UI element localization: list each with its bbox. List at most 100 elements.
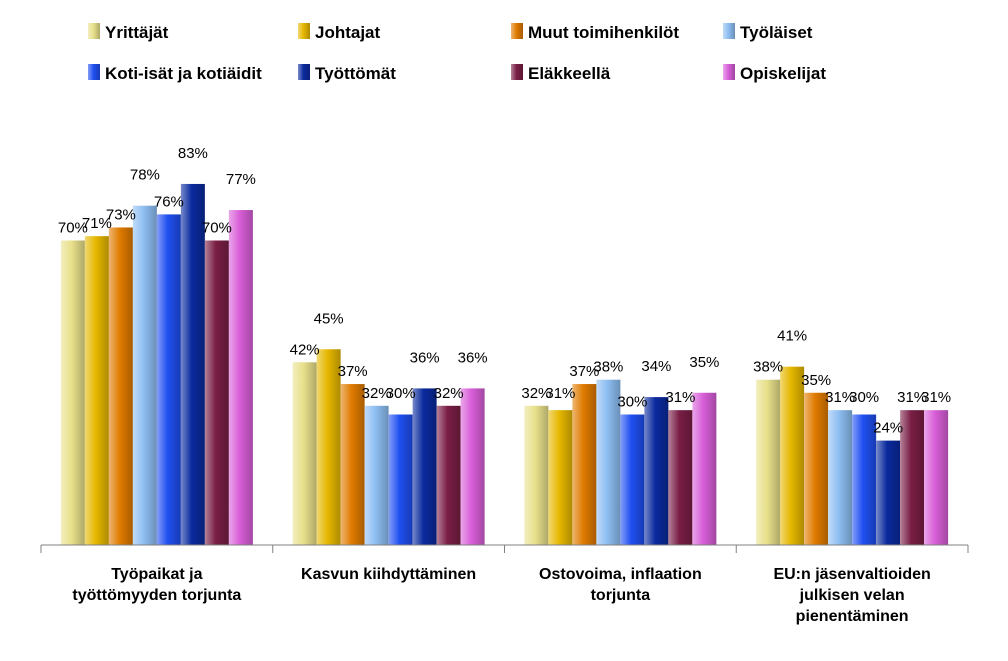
data-label: 38%	[593, 359, 623, 376]
bar	[156, 214, 181, 545]
category-label: EU:n jäsenvaltioiden julkisen velan pienen…	[773, 566, 930, 625]
bar	[340, 384, 365, 545]
category-label: Työpaikat ja työttömyyden torjunta	[72, 566, 241, 604]
legend-label: Eläkkeellä	[528, 64, 611, 83]
bar	[460, 388, 485, 545]
bar	[524, 405, 549, 545]
legend-item: Koti-isät ja kotiäidit	[88, 64, 262, 83]
legend-label: Opiskelijat	[740, 64, 826, 83]
bar	[620, 414, 645, 545]
legend: Yrittäjät Johtajat Muut toimihenkilöt Työlä…	[88, 23, 826, 83]
data-label: 70%	[58, 220, 88, 237]
data-label: 71%	[82, 215, 112, 232]
bar	[644, 397, 669, 545]
data-label: 37%	[569, 363, 599, 380]
bar	[60, 240, 85, 545]
bar	[436, 405, 461, 545]
legend-swatch	[723, 23, 735, 39]
bar	[852, 414, 877, 545]
bar-group	[524, 379, 717, 545]
legend-label: Työläiset	[740, 23, 813, 42]
bar	[828, 410, 853, 545]
category-label: Ostovoima, inflaation torjunta	[539, 566, 702, 604]
bar	[388, 414, 413, 545]
bar	[316, 349, 341, 545]
data-label: 24%	[873, 420, 903, 437]
legend-swatch	[298, 64, 310, 80]
data-label: 30%	[849, 389, 879, 406]
legend-label: Johtajat	[315, 23, 381, 42]
legend-item: Yrittäjät	[88, 23, 169, 42]
data-label: 37%	[338, 363, 368, 380]
data-label: 31%	[897, 389, 927, 406]
data-labels: 70%71%73%78%76%83%70%77%42%45%37%32%30%3…	[58, 145, 951, 437]
data-label: 41%	[777, 328, 807, 345]
data-label: 34%	[641, 358, 671, 375]
bar	[572, 384, 597, 545]
data-label: 38%	[753, 359, 783, 376]
data-label: 31%	[825, 389, 855, 406]
bar	[756, 379, 781, 545]
legend-item: Eläkkeellä	[511, 64, 611, 83]
legend-item: Opiskelijat	[723, 64, 826, 83]
legend-item: Työttömät	[298, 64, 396, 83]
bar-group	[756, 366, 949, 545]
legend-label: Muut toimihenkilöt	[528, 23, 679, 42]
legend-swatch	[511, 23, 523, 39]
data-label: 78%	[130, 167, 160, 184]
bar-groups	[60, 183, 949, 546]
data-label: 31%	[545, 385, 575, 402]
bar	[180, 183, 205, 545]
legend-swatch	[88, 23, 100, 39]
data-label: 32%	[521, 385, 551, 402]
legend-swatch	[298, 23, 310, 39]
legend-item: Työläiset	[723, 23, 813, 42]
legend-item: Johtajat	[298, 23, 381, 42]
data-label: 30%	[617, 394, 647, 411]
bar	[900, 410, 925, 545]
bar	[412, 388, 437, 545]
bar	[668, 410, 693, 545]
bar	[548, 410, 573, 545]
data-label: 31%	[665, 389, 695, 406]
legend-label: Koti-isät ja kotiäidit	[105, 64, 262, 83]
data-label: 30%	[386, 385, 416, 402]
data-label: 70%	[202, 220, 232, 237]
bar	[132, 205, 157, 545]
bar	[84, 236, 109, 545]
legend-label: Yrittäjät	[105, 23, 169, 42]
bar	[780, 366, 805, 545]
bar	[364, 405, 389, 545]
legend-swatch	[88, 64, 100, 80]
bar	[596, 379, 621, 545]
data-label: 32%	[434, 385, 464, 402]
data-label: 77%	[226, 171, 256, 188]
legend-swatch	[511, 64, 523, 80]
data-label: 36%	[458, 349, 488, 366]
data-label: 31%	[921, 389, 951, 406]
legend-item: Muut toimihenkilöt	[511, 23, 679, 42]
legend-swatch	[723, 64, 735, 80]
bar	[924, 410, 949, 545]
bar	[108, 227, 133, 545]
data-label: 42%	[290, 341, 320, 358]
data-label: 35%	[801, 372, 831, 389]
data-label: 36%	[410, 349, 440, 366]
category-label: Kasvun kiihdyttäminen	[301, 566, 476, 583]
bar	[804, 392, 829, 545]
bar-group	[292, 349, 485, 545]
bar	[876, 440, 901, 545]
legend-label: Työttömät	[315, 64, 396, 83]
data-label: 73%	[106, 206, 136, 223]
data-label: 35%	[689, 354, 719, 371]
bar	[204, 240, 229, 545]
x-axis: Työpaikat ja työttömyyden torjunta Kasvun …	[40, 544, 969, 625]
bar	[292, 362, 317, 545]
data-label: 45%	[314, 310, 344, 327]
data-label: 83%	[178, 145, 208, 162]
bar	[228, 210, 253, 546]
data-label: 76%	[154, 193, 184, 210]
data-label: 32%	[362, 385, 392, 402]
bar	[692, 392, 717, 545]
